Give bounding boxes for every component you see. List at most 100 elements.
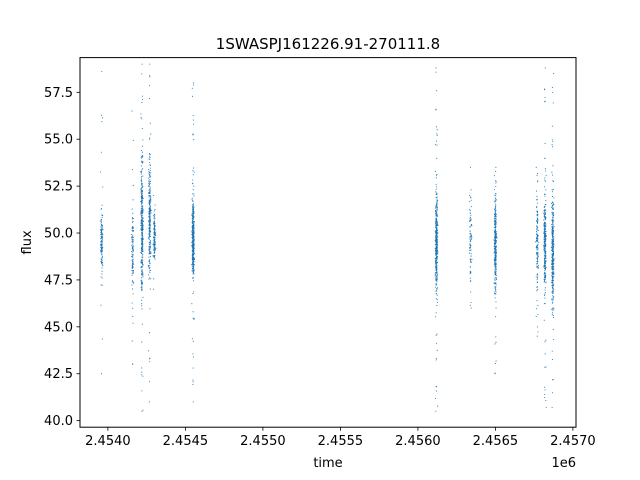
data-point (436, 214, 438, 217)
data-point (435, 292, 438, 295)
data-point (437, 244, 439, 246)
data-point (193, 237, 195, 239)
data-point (494, 279, 496, 281)
data-point (435, 196, 437, 199)
y-tick-label: 42.5 (44, 367, 73, 382)
data-point (148, 264, 150, 267)
data-point (140, 191, 142, 193)
data-point (435, 276, 437, 278)
data-point (141, 341, 143, 343)
data-point (148, 252, 150, 254)
data-point (551, 211, 553, 213)
data-point (551, 259, 553, 261)
data-point (544, 250, 546, 252)
data-point (141, 374, 143, 376)
data-point (153, 239, 155, 241)
data-point (435, 244, 437, 246)
data-point (537, 253, 539, 255)
data-point (141, 242, 143, 244)
data-point (471, 259, 473, 261)
data-point (153, 194, 155, 197)
data-point (150, 172, 152, 174)
data-point (141, 286, 143, 288)
data-point (436, 234, 438, 236)
data-point (544, 386, 546, 388)
data-point (543, 231, 545, 233)
data-point (435, 357, 437, 359)
data-point (536, 266, 538, 268)
data-point (140, 190, 142, 192)
data-point (470, 253, 472, 255)
data-point (102, 186, 104, 188)
data-point (494, 194, 496, 196)
data-point (536, 262, 538, 264)
data-point (494, 262, 496, 264)
data-point (551, 406, 553, 409)
data-point (131, 260, 134, 262)
data-point (148, 220, 150, 222)
data-point (544, 221, 546, 223)
data-point (436, 205, 438, 207)
data-point (140, 259, 142, 261)
data-point (435, 248, 437, 250)
data-point (141, 145, 143, 147)
data-point (493, 220, 495, 222)
data-point (495, 248, 497, 250)
data-point (495, 268, 497, 270)
data-point (544, 251, 546, 253)
data-point (99, 220, 101, 222)
data-point (495, 206, 497, 208)
data-point (537, 180, 539, 182)
data-point (148, 231, 151, 233)
data-point (470, 307, 472, 309)
data-point (148, 248, 151, 250)
data-point (141, 73, 143, 75)
data-point (494, 246, 496, 248)
data-point (544, 67, 546, 69)
data-point (550, 246, 552, 248)
data-point (436, 259, 438, 261)
data-point (140, 150, 142, 152)
data-point (470, 279, 472, 282)
data-point (142, 155, 144, 157)
data-point (191, 338, 193, 340)
data-point (131, 253, 133, 255)
data-point (436, 287, 438, 290)
data-point (142, 240, 144, 242)
data-point (551, 223, 553, 226)
data-point (100, 244, 102, 246)
data-point (154, 209, 156, 211)
data-point (148, 245, 150, 247)
data-point (435, 410, 437, 412)
data-point (131, 280, 133, 282)
data-point (192, 226, 195, 228)
data-point (552, 289, 554, 291)
data-point (153, 231, 155, 233)
data-point (141, 118, 143, 120)
data-point (543, 230, 545, 232)
data-point (132, 244, 134, 246)
data-point (537, 276, 539, 278)
data-point (148, 181, 150, 183)
data-point (141, 197, 143, 199)
data-point (191, 232, 193, 234)
data-point (102, 240, 104, 242)
data-point (192, 263, 194, 265)
data-point (140, 113, 142, 115)
data-point (552, 247, 554, 249)
data-point (536, 174, 538, 176)
data-point (553, 338, 555, 340)
data-point (131, 240, 133, 242)
data-point (544, 235, 546, 237)
data-point (192, 238, 194, 240)
data-point (436, 203, 438, 206)
data-point (132, 249, 134, 251)
data-point (191, 197, 193, 199)
data-point (435, 191, 437, 193)
data-point (192, 317, 194, 319)
data-point (494, 256, 496, 258)
y-tick-label: 57.5 (44, 86, 73, 101)
data-point (148, 238, 150, 240)
data-point (544, 397, 546, 399)
data-point (101, 273, 103, 275)
